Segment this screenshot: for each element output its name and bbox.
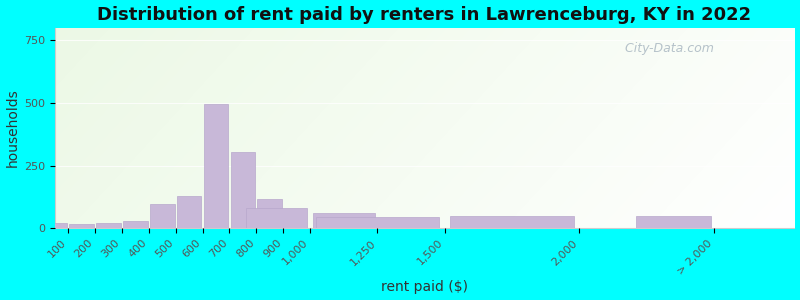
Y-axis label: households: households	[6, 88, 19, 167]
X-axis label: rent paid ($): rent paid ($)	[381, 280, 468, 294]
Bar	[636, 216, 710, 228]
Bar	[315, 217, 439, 228]
Bar	[96, 223, 121, 228]
Bar	[177, 196, 202, 228]
Bar	[313, 213, 374, 228]
Bar	[204, 104, 228, 228]
Bar	[123, 220, 148, 228]
Text: City-Data.com: City-Data.com	[617, 42, 714, 55]
Bar	[246, 208, 307, 228]
Bar	[450, 216, 574, 228]
Title: Distribution of rent paid by renters in Lawrenceburg, KY in 2022: Distribution of rent paid by renters in …	[98, 6, 751, 24]
Bar	[230, 152, 255, 228]
Bar	[258, 199, 282, 228]
Bar	[150, 204, 174, 228]
Bar	[69, 224, 94, 228]
Bar	[42, 223, 67, 228]
